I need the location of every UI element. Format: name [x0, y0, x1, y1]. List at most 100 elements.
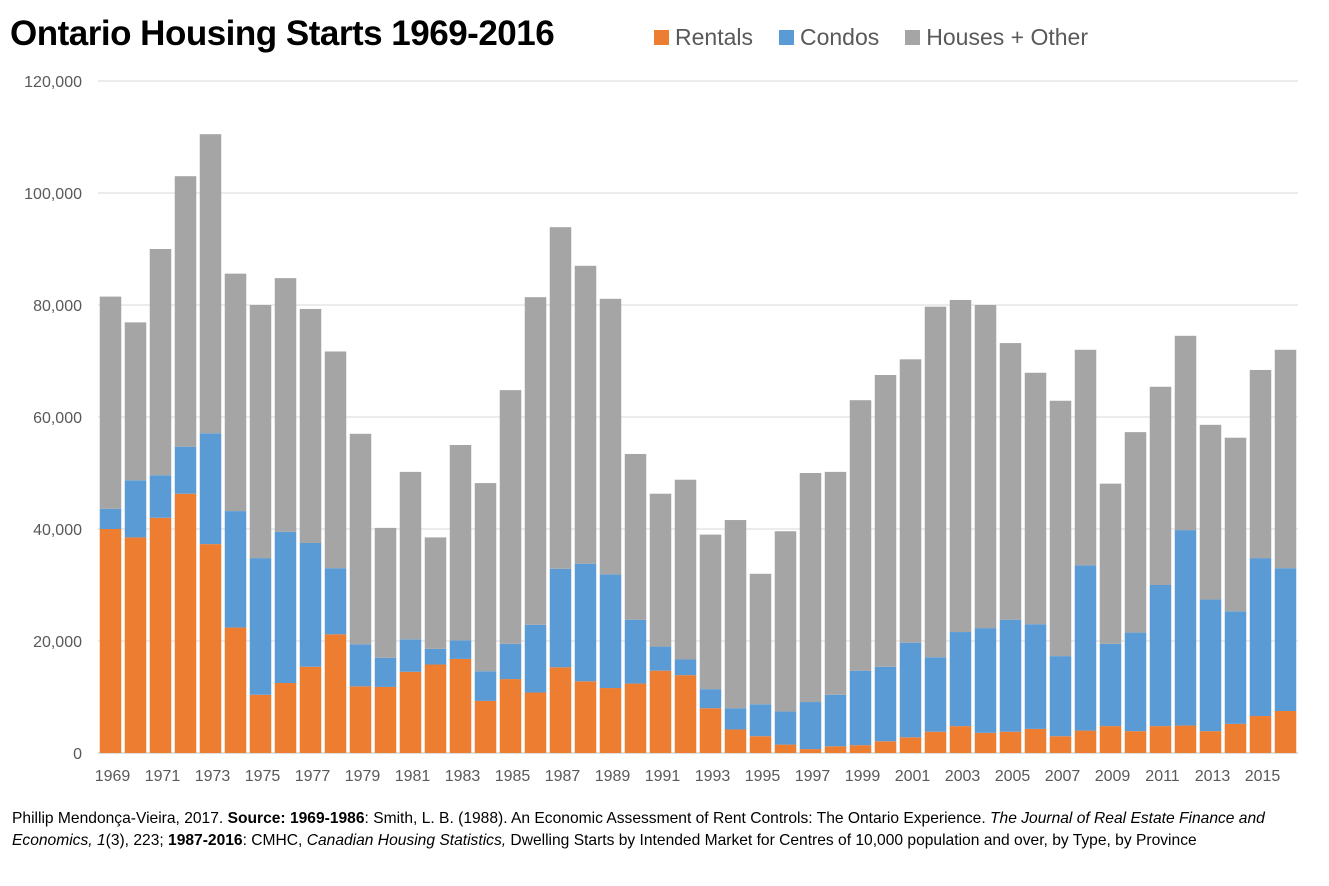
bar-houses-other-2009	[1099, 483, 1122, 644]
bar-rentals-1980	[374, 686, 397, 753]
x-tick-label: 1989	[595, 768, 631, 785]
bar-houses-other-2006	[1024, 372, 1047, 625]
x-tick-label: 1985	[495, 768, 531, 785]
bar-condos-1970	[124, 480, 147, 538]
bar-houses-other-2005	[999, 343, 1022, 620]
bar-condos-1985	[499, 643, 522, 680]
bar-condos-2006	[1024, 624, 1047, 729]
bar-rentals-1983	[449, 658, 472, 753]
bar-condos-1983	[449, 640, 472, 659]
x-tick-label: 2007	[1045, 768, 1081, 785]
x-tick-label: 1995	[745, 768, 781, 785]
bar-condos-2000	[874, 666, 897, 742]
footer-range2-publication: Canadian Housing Statistics,	[306, 832, 507, 849]
footer-range1-label: 1969-1986	[289, 810, 365, 827]
bar-rentals-2007	[1049, 736, 1072, 753]
bar-rentals-1994	[724, 729, 747, 753]
bar-rentals-1969	[99, 529, 122, 753]
bar-rentals-1992	[674, 675, 697, 753]
x-tick-label: 1975	[245, 768, 281, 785]
bar-houses-other-2012	[1174, 335, 1197, 531]
bar-houses-other-2015	[1249, 369, 1272, 559]
bar-condos-1990	[624, 619, 647, 684]
footer-range1-text-a: : Smith, L. B. (1988). An Economic Asses…	[364, 810, 991, 827]
gridlines	[98, 80, 1298, 754]
bar-condos-2005	[999, 619, 1022, 732]
bar-condos-1977	[299, 543, 322, 667]
footer-range2-text-a: : CMHC,	[242, 832, 307, 849]
bar-houses-other-2016	[1274, 349, 1297, 569]
bar-condos-1980	[374, 657, 397, 687]
bar-rentals-2004	[974, 732, 997, 753]
bar-rentals-2006	[1024, 728, 1047, 753]
bar-rentals-1974	[224, 627, 247, 753]
bar-condos-1998	[824, 694, 847, 747]
legend-label-condos: Condos	[799, 24, 880, 50]
bar-rentals-1971	[149, 517, 172, 753]
bar-condos-2009	[1099, 643, 1122, 727]
x-tick-label: 2001	[895, 768, 931, 785]
bar-houses-other-1974	[224, 273, 247, 512]
bar-rentals-1996	[774, 744, 797, 753]
bar-rentals-2005	[999, 731, 1022, 753]
bar-houses-other-1971	[149, 249, 172, 476]
legend-swatch-rentals	[654, 30, 669, 45]
bar-rentals-1987	[549, 667, 572, 753]
bar-rentals-1979	[349, 686, 372, 753]
bar-rentals-1984	[474, 700, 497, 753]
bar-condos-1988	[574, 563, 597, 682]
bar-houses-other-1976	[274, 278, 297, 532]
bar-rentals-1997	[799, 749, 822, 753]
bar-rentals-2015	[1249, 716, 1272, 753]
bar-condos-2003	[949, 632, 972, 727]
bar-rentals-1977	[299, 666, 322, 753]
bar-condos-2013	[1199, 599, 1222, 732]
x-tick-label: 1983	[445, 768, 481, 785]
bar-houses-other-1989	[599, 298, 622, 575]
bar-houses-other-1977	[299, 308, 322, 543]
bar-houses-other-1978	[324, 351, 347, 569]
bar-houses-other-1982	[424, 537, 447, 649]
footer-range1-journal: The Journal of Real Estate Finance and E…	[12, 810, 1265, 849]
bar-condos-1974	[224, 511, 247, 628]
bar-houses-other-1998	[824, 471, 847, 695]
bar-condos-1992	[674, 659, 697, 676]
bar-rentals-2002	[924, 731, 947, 753]
footer-range1-volume: 1	[92, 832, 106, 849]
bar-houses-other-1973	[199, 134, 222, 434]
bar-condos-2007	[1049, 656, 1072, 737]
bar-houses-other-1984	[474, 483, 497, 672]
bar-houses-other-1996	[774, 531, 797, 712]
bar-houses-other-1983	[449, 445, 472, 641]
bar-condos-1996	[774, 711, 797, 745]
bar-condos-1978	[324, 568, 347, 635]
bar-houses-other-1980	[374, 527, 397, 658]
bar-rentals-1981	[399, 671, 422, 753]
bar-condos-2002	[924, 657, 947, 732]
bar-rentals-1995	[749, 736, 772, 753]
stacked-bar-chart: 020,00040,00060,00080,000100,000120,000 …	[24, 74, 1298, 785]
bar-condos-1993	[699, 689, 722, 709]
bar-houses-other-2002	[924, 306, 947, 658]
x-tick-label: 2009	[1095, 768, 1131, 785]
bar-rentals-2012	[1174, 725, 1197, 753]
bar-houses-other-1994	[724, 520, 747, 709]
bar-houses-other-1999	[849, 400, 872, 671]
y-tick-label: 20,000	[33, 634, 82, 651]
legend-label-rentals: Rentals	[675, 24, 753, 50]
bar-rentals-2001	[899, 737, 922, 753]
bar-condos-2014	[1224, 611, 1247, 724]
bar-condos-1969	[99, 508, 122, 529]
bar-houses-other-1972	[174, 176, 197, 447]
bar-houses-other-1979	[349, 433, 372, 645]
y-axis-tick-labels: 0 20,000 40,000 60,000 80,000 100,000 120,000	[24, 74, 82, 763]
bar-condos-2001	[899, 642, 922, 738]
bar-rentals-2011	[1149, 726, 1172, 753]
footer-range1-text-b: (3), 223;	[105, 832, 169, 849]
bar-condos-2008	[1074, 565, 1097, 731]
x-tick-label: 1993	[695, 768, 731, 785]
bar-condos-1986	[524, 624, 547, 693]
x-axis-tick-labels: 1969 1971 1973 1975 1977 1979 1981 1983 1985 1987…	[95, 768, 1281, 785]
legend-item-condos: Condos	[778, 24, 880, 51]
bar-rentals-1982	[424, 664, 447, 753]
